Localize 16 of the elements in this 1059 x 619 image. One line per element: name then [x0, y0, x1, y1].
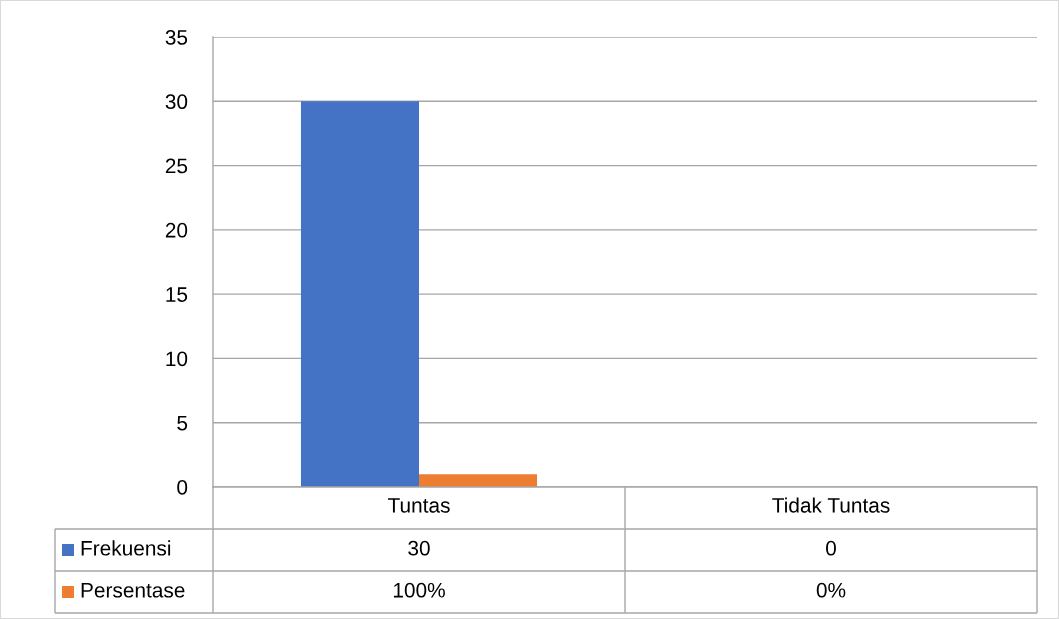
data-label: 100%	[393, 582, 445, 598]
y-tick-label: 35	[165, 30, 188, 45]
y-tick-label: 20	[165, 222, 188, 238]
legend-label: Frekuensi	[81, 540, 171, 556]
data-label: 0	[826, 540, 836, 556]
y-tick-label: 10	[166, 351, 188, 367]
data-label: 0%	[816, 582, 846, 598]
x-tick-label: Tuntas	[388, 498, 450, 513]
legend-label: Persentase	[81, 583, 185, 598]
data-label: 30	[408, 540, 430, 556]
x-tick-label: Tidak Tuntas	[772, 497, 890, 513]
y-tick-label: 30	[165, 94, 188, 110]
y-tick-label: 25	[165, 158, 188, 174]
y-tick-label: 15	[166, 287, 188, 302]
y-tick-label: 0	[177, 480, 188, 495]
y-tick-label: 5	[177, 415, 188, 431]
